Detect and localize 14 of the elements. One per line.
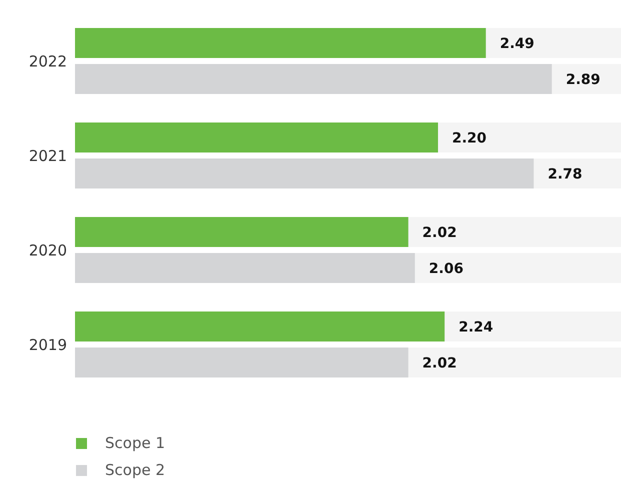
data-label: 2.06 [428, 260, 464, 277]
y-tick-label: 2022 [28, 52, 67, 71]
y-tick-label: 2020 [28, 242, 67, 260]
data-label: 2.24 [458, 319, 494, 336]
legend-label: Scope 2 [105, 460, 166, 481]
data-label: 2.02 [422, 224, 457, 241]
legend-label: Scope 1 [105, 433, 166, 454]
data-label: 2.20 [452, 130, 487, 146]
data-label: 2.49 [500, 36, 534, 52]
data-label: 2.89 [566, 72, 600, 88]
data-label: 2.02 [422, 355, 457, 372]
data-label: 2.78 [548, 166, 582, 182]
y-tick-label: 2021 [28, 147, 67, 166]
y-tick-label: 2019 [28, 336, 67, 354]
